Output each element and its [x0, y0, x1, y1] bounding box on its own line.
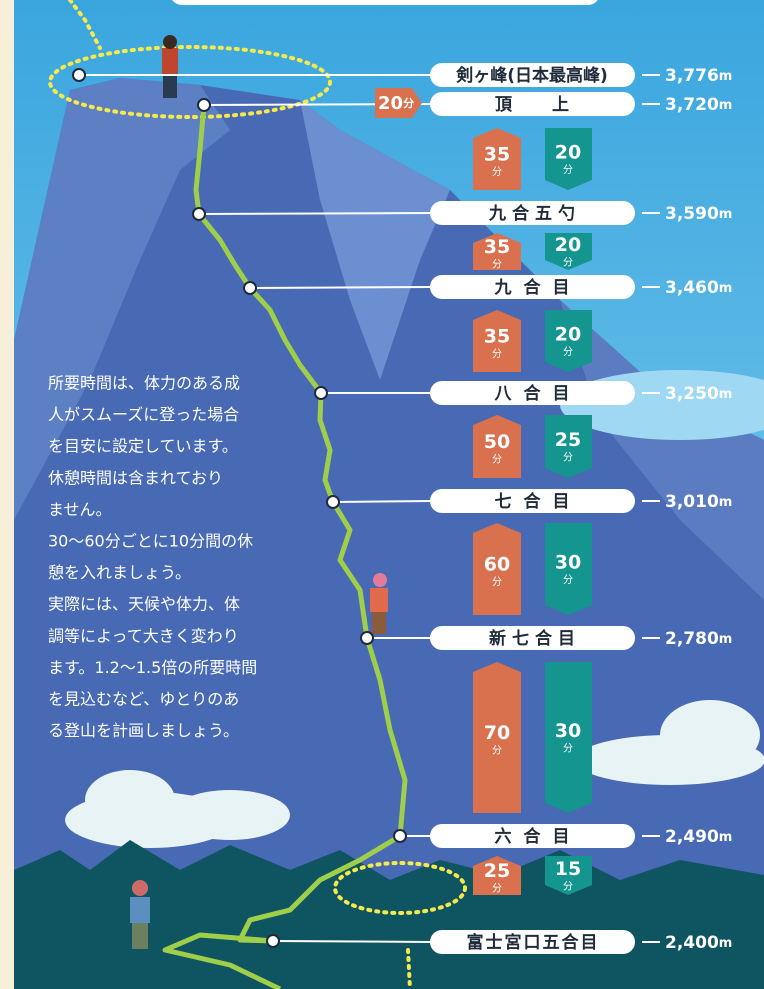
climber [162, 35, 178, 98]
time-unit: 分 [563, 346, 573, 358]
down-time: 30 [555, 552, 581, 574]
station-dot [315, 387, 327, 399]
leader-line [250, 287, 432, 288]
down-time: 20 [555, 324, 581, 346]
altitude: 3,010m [665, 492, 732, 512]
time-unit: 分 [563, 743, 573, 755]
note-line: 30〜60分ごとに10分間の休 [48, 532, 253, 551]
station-name: 八合目 [495, 383, 582, 404]
station-dot [267, 935, 279, 947]
station-name: 頂上 [495, 95, 609, 115]
leader-line [333, 501, 432, 502]
left-border [0, 0, 14, 989]
down-time: 15 [555, 858, 581, 880]
altitude: 3,250m [665, 384, 732, 404]
altitude-value: 2,780 [665, 629, 719, 649]
top-box [170, 0, 600, 5]
altitude: 2,490m [665, 827, 732, 847]
note-line: ます。1.2〜1.5倍の所要時間 [48, 658, 257, 677]
altitude-value: 3,720 [665, 95, 719, 115]
up-time: 35 [484, 236, 510, 258]
altitude-unit: m [719, 281, 733, 296]
altitude-value: 3,250 [665, 384, 719, 404]
time-unit: 分 [563, 257, 573, 269]
altitude-unit: m [719, 98, 733, 113]
station-name: 六合目 [495, 826, 582, 847]
station-name: 富士宮口五合目 [467, 932, 600, 953]
time-unit: 分 [563, 164, 573, 176]
station-dot [327, 496, 339, 508]
summit-time-value: 20 [378, 93, 403, 114]
climber [130, 880, 150, 949]
altitude-value: 3,776 [665, 66, 719, 86]
station-name: 剣ヶ峰(日本最高峰) [455, 65, 608, 86]
altitude-value: 3,590 [665, 204, 719, 224]
note-line: 実際には、天候や体力、体 [48, 595, 240, 614]
altitude-unit: m [719, 69, 733, 84]
time-unit: 分 [403, 96, 414, 110]
altitude-unit: m [719, 387, 733, 402]
time-unit: 分 [563, 574, 573, 586]
altitude-value: 3,460 [665, 278, 719, 298]
altitude-value: 2,400 [665, 933, 719, 953]
time-unit: 分 [492, 348, 502, 360]
station-name: 九合五勺 [488, 203, 581, 224]
time-unit: 分 [492, 883, 502, 895]
altitude: 3,590m [665, 204, 732, 224]
infographic: 所要時間は、体力のある成人がスムーズに登った場合を目安に設定しています。休憩時間… [0, 0, 764, 989]
station-dot [394, 830, 406, 842]
up-time: 60 [484, 554, 510, 576]
station-dot [73, 69, 85, 81]
time-unit: 分 [492, 454, 502, 466]
note-line: を目安に設定しています。 [48, 437, 238, 456]
time-unit: 分 [492, 259, 502, 271]
up-time: 70 [484, 722, 510, 744]
altitude-unit: m [719, 936, 733, 951]
down-time: 30 [555, 720, 581, 742]
time-unit: 分 [492, 166, 502, 178]
up-time: 35 [484, 326, 510, 348]
altitude-value: 2,490 [665, 827, 719, 847]
note-line: 所要時間は、体力のある成 [48, 374, 240, 393]
altitude: 3,776m [665, 66, 732, 86]
altitude: 3,460m [665, 278, 732, 298]
leader-line [273, 941, 432, 942]
note-line: 憩を入れましょう。 [48, 563, 191, 582]
altitude: 2,780m [665, 629, 732, 649]
altitude-unit: m [719, 830, 733, 845]
station-name: 七合目 [495, 491, 582, 512]
station-dot [361, 632, 373, 644]
note-line: 休憩時間は含まれており [48, 468, 223, 487]
altitude-unit: m [719, 495, 733, 510]
leader-line [199, 213, 432, 214]
note-line: 人がスムーズに登った場合 [48, 405, 239, 424]
altitude-unit: m [719, 207, 733, 222]
time-unit: 分 [563, 881, 573, 893]
down-time: 20 [555, 234, 581, 256]
note-line: ません。 [48, 500, 112, 519]
note-line: る登山を計画しましょう。 [48, 721, 239, 740]
station-name: 新七合目 [489, 628, 581, 649]
up-time: 25 [484, 860, 510, 882]
time-unit: 分 [492, 576, 502, 588]
station-dot [193, 208, 205, 220]
altitude: 3,720m [665, 95, 732, 115]
note-line: 調等によって大きく変わり [48, 626, 239, 645]
note-line: を見込むなど、ゆとりのあ [48, 690, 239, 709]
time-unit: 分 [492, 745, 502, 757]
up-time: 35 [484, 144, 510, 166]
altitude-value: 3,010 [665, 492, 719, 512]
station-dot [198, 99, 210, 111]
down-time: 20 [555, 142, 581, 164]
altitude: 2,400m [665, 933, 732, 953]
station-name: 九合目 [494, 277, 582, 298]
time-unit: 分 [563, 452, 573, 464]
down-time: 25 [555, 429, 581, 451]
altitude-unit: m [719, 632, 733, 647]
page: 所要時間は、体力のある成人がスムーズに登った場合を目安に設定しています。休憩時間… [0, 0, 764, 989]
up-time: 50 [484, 431, 510, 453]
station-dot [244, 282, 256, 294]
